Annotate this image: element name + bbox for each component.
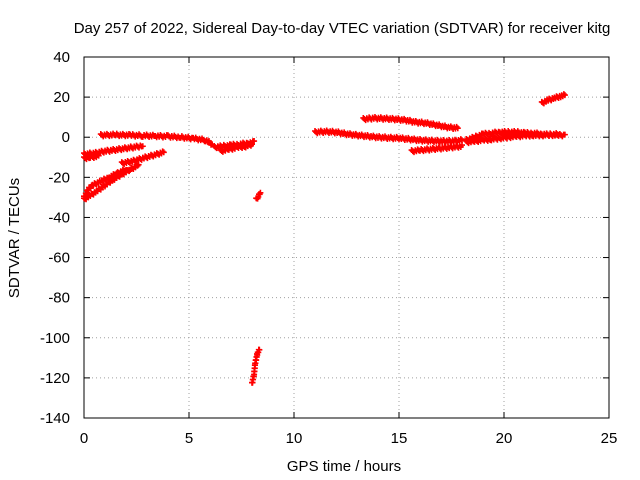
y-tick-label: -60 bbox=[48, 250, 70, 267]
data-point bbox=[555, 131, 562, 138]
data-point bbox=[561, 92, 568, 99]
grid-layer bbox=[84, 57, 609, 418]
data-point bbox=[159, 148, 166, 155]
x-axis-label: GPS time / hours bbox=[287, 458, 401, 475]
series-track-c bbox=[81, 152, 102, 163]
y-tick-label: -100 bbox=[40, 330, 70, 347]
data-point bbox=[454, 125, 461, 132]
data-point bbox=[457, 136, 464, 143]
data-point bbox=[257, 189, 264, 196]
y-axis-label: SDTVAR / TECUs bbox=[6, 178, 23, 298]
y-tick-label: 0 bbox=[62, 129, 70, 146]
series-track-k bbox=[312, 127, 465, 146]
y-tick-label: -140 bbox=[40, 410, 70, 427]
data-point bbox=[249, 141, 255, 148]
x-tick-label: 15 bbox=[391, 430, 408, 447]
data-point bbox=[459, 142, 465, 149]
x-tick-label: 0 bbox=[80, 430, 88, 447]
ticks-layer: 0 5 10 15 20 25 -140 -120 -100 -80 -60 -40 -20 0 20 40 bbox=[40, 49, 617, 447]
series-track-l bbox=[360, 114, 461, 132]
y-tick-label: -80 bbox=[48, 290, 70, 307]
plot-frame bbox=[83, 56, 610, 419]
series-track-h bbox=[217, 141, 255, 155]
data-point bbox=[95, 152, 102, 159]
series-track-e bbox=[81, 161, 142, 203]
y-tick-label: -120 bbox=[40, 370, 70, 387]
y-tick-label: -40 bbox=[48, 209, 70, 226]
data-layer bbox=[81, 91, 568, 386]
data-point bbox=[251, 138, 258, 145]
data-point bbox=[160, 149, 167, 156]
y-tick-label: 20 bbox=[53, 89, 70, 106]
series-track-j bbox=[249, 346, 263, 386]
y-tick-label: 40 bbox=[53, 49, 70, 66]
series-track-o bbox=[463, 130, 562, 147]
x-tick-label: 10 bbox=[286, 430, 303, 447]
series-track-p bbox=[538, 91, 568, 107]
data-point bbox=[560, 91, 567, 98]
series-track-f bbox=[118, 148, 167, 168]
chart-title: Day 257 of 2022, Sidereal Day-to-day VTE… bbox=[74, 20, 611, 37]
series-track-a bbox=[97, 130, 216, 148]
x-tick-label: 20 bbox=[496, 430, 513, 447]
x-tick-label: 5 bbox=[185, 430, 193, 447]
y-tick-label: -20 bbox=[48, 169, 70, 186]
data-point bbox=[256, 346, 263, 353]
series-track-m bbox=[408, 142, 465, 156]
series-track-i bbox=[253, 189, 264, 202]
data-point bbox=[134, 162, 141, 169]
x-tick-label: 25 bbox=[601, 430, 618, 447]
data-point bbox=[561, 131, 568, 138]
data-point bbox=[139, 143, 146, 150]
